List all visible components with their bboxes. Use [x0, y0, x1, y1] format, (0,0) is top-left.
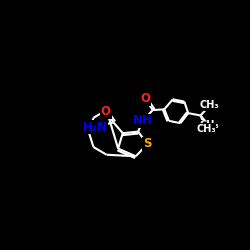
- Text: H₂N: H₂N: [82, 120, 108, 134]
- Text: CH₃: CH₃: [200, 100, 220, 110]
- Text: O: O: [101, 105, 111, 118]
- Text: CH₃: CH₃: [196, 124, 216, 134]
- Text: O: O: [140, 92, 150, 105]
- Text: CH₃: CH₃: [199, 120, 219, 130]
- Text: S: S: [143, 138, 152, 150]
- Text: NH: NH: [133, 114, 153, 127]
